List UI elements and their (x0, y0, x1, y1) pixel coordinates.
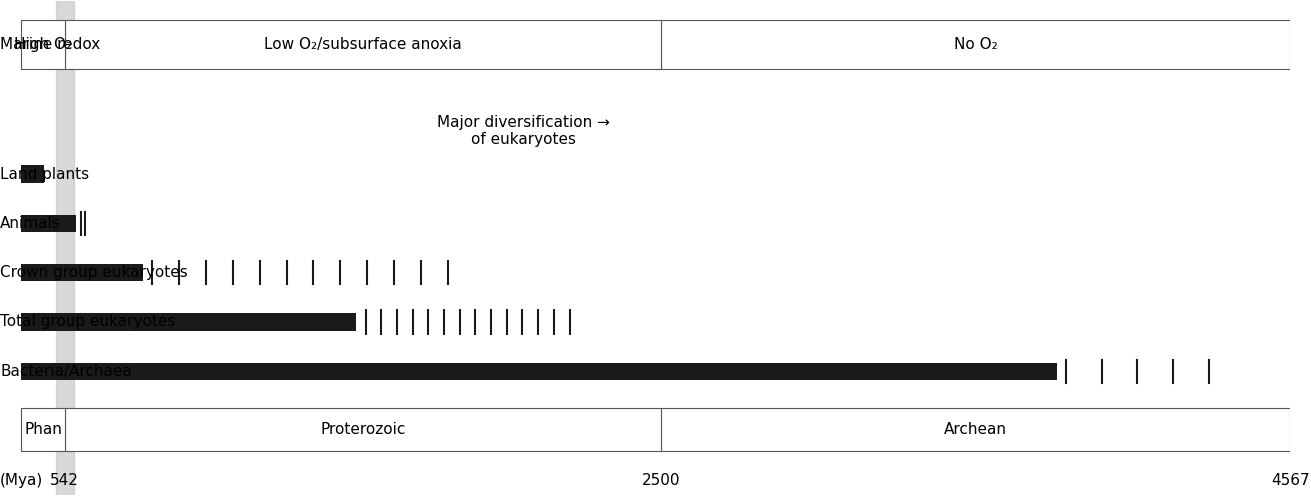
Text: 542: 542 (50, 473, 79, 488)
FancyBboxPatch shape (21, 20, 64, 69)
Text: 4567: 4567 (1270, 473, 1310, 488)
Text: Bacteria/Archaea: Bacteria/Archaea (0, 364, 132, 379)
FancyBboxPatch shape (64, 20, 661, 69)
Text: Animals: Animals (0, 216, 60, 231)
Text: Archean: Archean (944, 423, 1007, 437)
Bar (21, 313, 357, 331)
FancyBboxPatch shape (661, 20, 1290, 69)
Text: High O₂: High O₂ (14, 37, 72, 52)
Text: Crown group eukaryotes: Crown group eukaryotes (0, 265, 187, 280)
FancyBboxPatch shape (661, 408, 1290, 451)
FancyBboxPatch shape (64, 408, 661, 451)
Text: Land plants: Land plants (0, 167, 89, 182)
Text: Marine redox: Marine redox (0, 37, 101, 52)
Text: Proterozoic: Proterozoic (320, 423, 405, 437)
Text: Total group eukaryotes: Total group eukaryotes (0, 314, 176, 329)
Bar (55, 1, 73, 495)
Bar (21, 215, 76, 232)
Bar (21, 165, 45, 183)
FancyBboxPatch shape (21, 408, 64, 451)
Text: No O₂: No O₂ (953, 37, 998, 52)
Text: Phan: Phan (24, 423, 62, 437)
Text: Major diversification →
of eukaryotes: Major diversification → of eukaryotes (438, 115, 611, 147)
Bar (21, 264, 143, 281)
Text: Low O₂/subsurface anoxia: Low O₂/subsurface anoxia (264, 37, 461, 52)
Bar (21, 363, 1057, 380)
Text: 2500: 2500 (641, 473, 680, 488)
Text: (Mya): (Mya) (0, 473, 43, 488)
